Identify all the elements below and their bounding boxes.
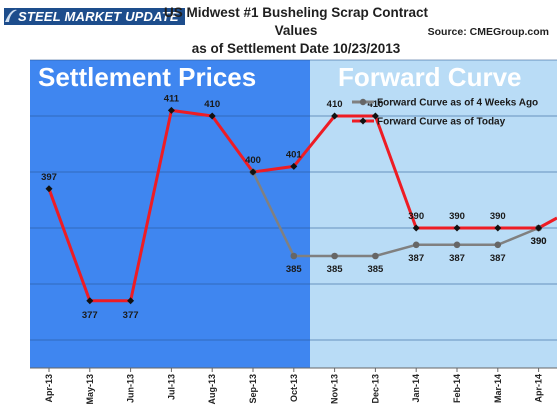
data-label-4-weeks-ago-jan-14: 387 bbox=[408, 253, 424, 264]
data-point-today-sep-13 bbox=[249, 168, 257, 176]
data-label-4-weeks-ago-nov-13: 385 bbox=[327, 264, 344, 275]
data-point-today-may-13 bbox=[86, 297, 94, 305]
data-label-4-weeks-ago-mar-14: 387 bbox=[490, 253, 506, 264]
data-point-today-apr-14 bbox=[535, 224, 543, 232]
logo-text: STEEL MARKET UPDATE bbox=[4, 7, 185, 25]
data-point-today-feb-14 bbox=[453, 224, 461, 232]
data-label-4-weeks-ago-dec-13: 385 bbox=[367, 264, 384, 275]
settlement-panel bbox=[30, 60, 310, 368]
data-point-today-jan-14 bbox=[412, 224, 420, 232]
x-tick-label-jul-13: Jul-13 bbox=[166, 374, 176, 400]
chart-title-line1: US Midwest #1 Busheling Scrap Contract V… bbox=[163, 5, 429, 38]
x-ticks: Apr-13 May-13 Jun-13 Jul-13 Aug-13 Sep-13 Oct-… bbox=[44, 368, 544, 405]
data-label-today-mar-14: 390 bbox=[490, 211, 506, 222]
data-point-today-jul-13 bbox=[167, 106, 175, 114]
data-point-today-aug-13 bbox=[208, 112, 216, 120]
data-label-today-feb-14: 390 bbox=[449, 211, 465, 222]
data-label-today-sep-13: 400 bbox=[245, 155, 261, 166]
data-label-today-jul-13: 411 bbox=[164, 93, 180, 104]
data-point-today-apr-13 bbox=[45, 185, 53, 193]
series-line-forward-curve-as-of-4-weeks-ago bbox=[251, 171, 540, 258]
x-tick-label-aug-13: Aug-13 bbox=[207, 374, 217, 405]
data-label-today-dec-13: 410 bbox=[367, 99, 383, 110]
data-point-today-jun-13 bbox=[127, 297, 135, 305]
data-label-today-may-13: 377 bbox=[82, 310, 98, 321]
data-point-4-weeks-ago-nov-13 bbox=[331, 252, 338, 260]
data-point-4-weeks-ago-feb-14 bbox=[453, 241, 461, 249]
chart-source: Source: CMEGroup.com bbox=[427, 26, 549, 38]
data-point-4-weeks-ago-oct-13 bbox=[290, 252, 298, 260]
chart-title: US Midwest #1 Busheling Scrap Contract V… bbox=[146, 4, 446, 58]
data-label-today-jun-13: 377 bbox=[123, 310, 139, 321]
data-point-today-mar-14 bbox=[494, 224, 502, 232]
x-tick-label-feb-14: Feb-14 bbox=[452, 374, 462, 403]
series-group: 385 385 385 387 387 387 390 397 377 377 411 410 400 4… bbox=[41, 93, 557, 321]
data-point-today-dec-13 bbox=[371, 112, 379, 120]
chart-title-line2: as of Settlement Date 10/23/2013 bbox=[191, 41, 401, 56]
data-label-today-nov-13: 410 bbox=[327, 99, 343, 110]
x-tick-label-may-13: May-13 bbox=[85, 374, 95, 405]
x-tick-label-apr-14: Apr-14 bbox=[534, 374, 544, 403]
data-label-4-weeks-ago-apr-14: 390 bbox=[531, 236, 547, 247]
x-tick-label-apr-13: Apr-13 bbox=[44, 374, 54, 403]
data-point-4-weeks-ago-jan-14 bbox=[412, 241, 420, 249]
x-tick-label-oct-13: Oct-13 bbox=[289, 374, 299, 402]
data-label-today-aug-13: 410 bbox=[204, 99, 220, 110]
x-tick-label-jan-14: Jan-14 bbox=[411, 374, 421, 403]
x-tick-label-sep-13: Sep-13 bbox=[248, 374, 258, 404]
data-point-4-weeks-ago-dec-13 bbox=[372, 252, 379, 260]
data-label-4-weeks-ago-feb-14: 387 bbox=[449, 253, 465, 264]
settlement-prices-heading: Settlement Prices bbox=[38, 62, 256, 92]
forward-curve-heading: Forward Curve bbox=[338, 62, 522, 92]
data-label-today-jan-14: 390 bbox=[408, 211, 424, 222]
legend-marker-today bbox=[359, 117, 367, 125]
data-label-today-oct-13: 401 bbox=[286, 149, 303, 160]
data-label-today-apr-14: 390 bbox=[531, 236, 547, 247]
x-tick-label-dec-13: Dec-13 bbox=[370, 374, 380, 404]
data-point-today-oct-13 bbox=[290, 162, 298, 170]
logo-swoosh-icon bbox=[5, 9, 17, 22]
legend-label-4-weeks-ago: Forward Curve as of 4 Weeks Ago bbox=[377, 98, 538, 109]
data-point-today-nov-13 bbox=[331, 112, 339, 120]
x-tick-label-mar-14: Mar-14 bbox=[493, 374, 503, 403]
legend-marker-4-weeks-ago bbox=[359, 98, 367, 106]
legend: Forward Curve as of 4 Weeks Ago Forward … bbox=[352, 98, 538, 128]
x-tick-label-nov-13: Nov-13 bbox=[330, 374, 340, 404]
data-label-today-apr-13: 397 bbox=[41, 172, 57, 183]
data-point-4-weeks-ago-mar-14 bbox=[494, 241, 502, 249]
logo: STEEL MARKET UPDATE bbox=[4, 6, 185, 26]
data-label-4-weeks-ago-oct-13: 385 bbox=[286, 264, 303, 275]
series-line-forward-curve-as-of-today bbox=[47, 108, 557, 303]
x-tick-label-jun-13: Jun-13 bbox=[126, 374, 136, 403]
forward-curve-panel bbox=[310, 60, 557, 368]
legend-label-today: Forward Curve as of Today bbox=[377, 117, 506, 128]
